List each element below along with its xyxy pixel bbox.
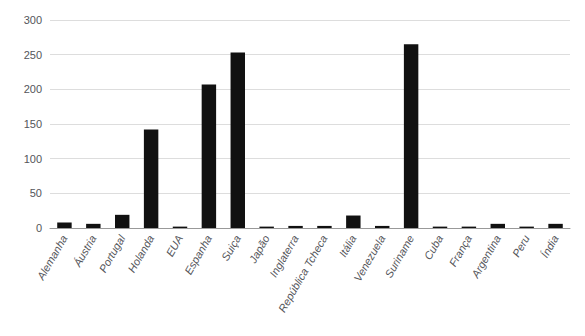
svg-text:República Tcheca: República Tcheca xyxy=(276,233,330,314)
svg-text:Suriname: Suriname xyxy=(382,233,416,280)
svg-text:Espanha: Espanha xyxy=(182,233,214,277)
svg-text:Japão: Japão xyxy=(246,233,272,266)
svg-text:Cuba: Cuba xyxy=(422,233,446,262)
svg-text:França: França xyxy=(447,233,474,269)
svg-text:EUA: EUA xyxy=(164,233,186,259)
svg-text:Holanda: Holanda xyxy=(125,233,156,274)
svg-text:Itália: Itália xyxy=(337,233,359,259)
svg-text:0: 0 xyxy=(36,222,42,234)
svg-text:Peru: Peru xyxy=(510,233,532,259)
svg-text:Venezuela: Venezuela xyxy=(351,233,387,284)
svg-text:Alemanha: Alemanha xyxy=(34,233,70,283)
svg-text:Áustria: Áustria xyxy=(71,233,99,269)
svg-text:250: 250 xyxy=(24,49,42,61)
svg-text:Índia: Índia xyxy=(538,233,560,260)
svg-text:200: 200 xyxy=(24,83,42,95)
svg-text:300: 300 xyxy=(24,14,42,26)
svg-text:Argentina: Argentina xyxy=(469,233,503,281)
svg-text:100: 100 xyxy=(24,153,42,165)
svg-text:Inglaterra: Inglaterra xyxy=(267,233,301,280)
svg-text:150: 150 xyxy=(24,118,42,130)
svg-text:Portugal: Portugal xyxy=(97,233,128,275)
svg-text:50: 50 xyxy=(30,187,42,199)
svg-text:Suiça: Suiça xyxy=(219,233,243,263)
